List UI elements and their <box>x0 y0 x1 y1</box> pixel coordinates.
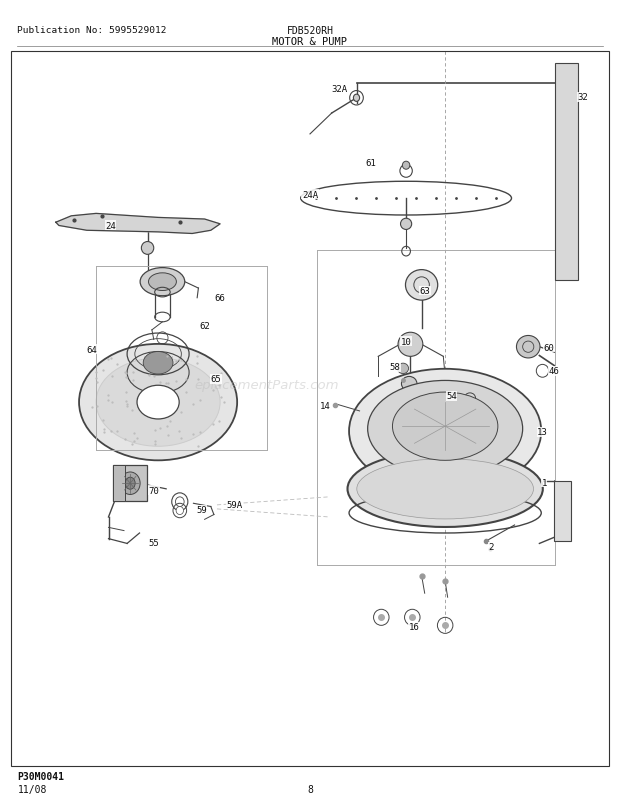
Bar <box>113 465 147 501</box>
Ellipse shape <box>143 352 173 375</box>
Text: 11/08: 11/08 <box>17 784 46 794</box>
Text: Publication No: 5995529012: Publication No: 5995529012 <box>17 26 167 34</box>
Ellipse shape <box>149 273 176 291</box>
Text: 62: 62 <box>199 321 210 330</box>
Ellipse shape <box>137 386 179 419</box>
Text: 61: 61 <box>365 158 376 168</box>
Ellipse shape <box>349 369 541 493</box>
Text: 16: 16 <box>409 622 420 632</box>
Bar <box>555 64 578 281</box>
Ellipse shape <box>402 377 417 391</box>
Text: 2: 2 <box>489 542 494 552</box>
Ellipse shape <box>356 459 533 520</box>
Bar <box>11 52 609 766</box>
Text: 55: 55 <box>148 538 159 548</box>
Text: 54: 54 <box>446 391 457 401</box>
Ellipse shape <box>398 333 423 357</box>
Ellipse shape <box>79 345 237 460</box>
Text: 58: 58 <box>389 363 401 372</box>
Ellipse shape <box>140 268 185 296</box>
Text: 8: 8 <box>307 784 313 794</box>
Text: 63: 63 <box>419 286 430 296</box>
Ellipse shape <box>353 95 360 103</box>
Ellipse shape <box>401 219 412 230</box>
Text: 32: 32 <box>577 93 588 103</box>
Text: 14: 14 <box>319 401 330 411</box>
Text: MOTOR & PUMP: MOTOR & PUMP <box>273 37 347 47</box>
Ellipse shape <box>402 162 410 170</box>
Bar <box>113 465 125 501</box>
Text: 65: 65 <box>210 375 221 384</box>
Text: 13: 13 <box>537 427 548 437</box>
Text: 24: 24 <box>105 221 116 231</box>
Ellipse shape <box>141 242 154 255</box>
Text: 59A: 59A <box>226 500 242 509</box>
Ellipse shape <box>397 363 409 374</box>
Text: FDB520RH: FDB520RH <box>286 26 334 35</box>
Ellipse shape <box>405 270 438 301</box>
Text: 60: 60 <box>543 343 554 353</box>
Text: 32A: 32A <box>332 85 348 95</box>
Ellipse shape <box>175 497 184 507</box>
Ellipse shape <box>516 336 540 358</box>
Ellipse shape <box>368 381 523 477</box>
Text: 46: 46 <box>548 367 559 376</box>
Ellipse shape <box>120 472 140 495</box>
Text: 10: 10 <box>401 337 412 346</box>
Ellipse shape <box>125 477 135 489</box>
Text: 66: 66 <box>215 294 226 303</box>
Text: 70: 70 <box>148 486 159 496</box>
Ellipse shape <box>96 358 220 447</box>
Text: 24A: 24A <box>302 190 318 200</box>
Text: 64: 64 <box>86 345 97 354</box>
Ellipse shape <box>347 451 543 528</box>
Text: 59: 59 <box>196 505 207 515</box>
Bar <box>554 481 571 541</box>
Ellipse shape <box>176 507 184 515</box>
Text: eplacementParts.com: eplacementParts.com <box>194 379 339 391</box>
Ellipse shape <box>392 392 498 460</box>
Text: 1: 1 <box>542 478 547 488</box>
Text: P30M0041: P30M0041 <box>17 772 64 781</box>
Polygon shape <box>56 214 220 234</box>
